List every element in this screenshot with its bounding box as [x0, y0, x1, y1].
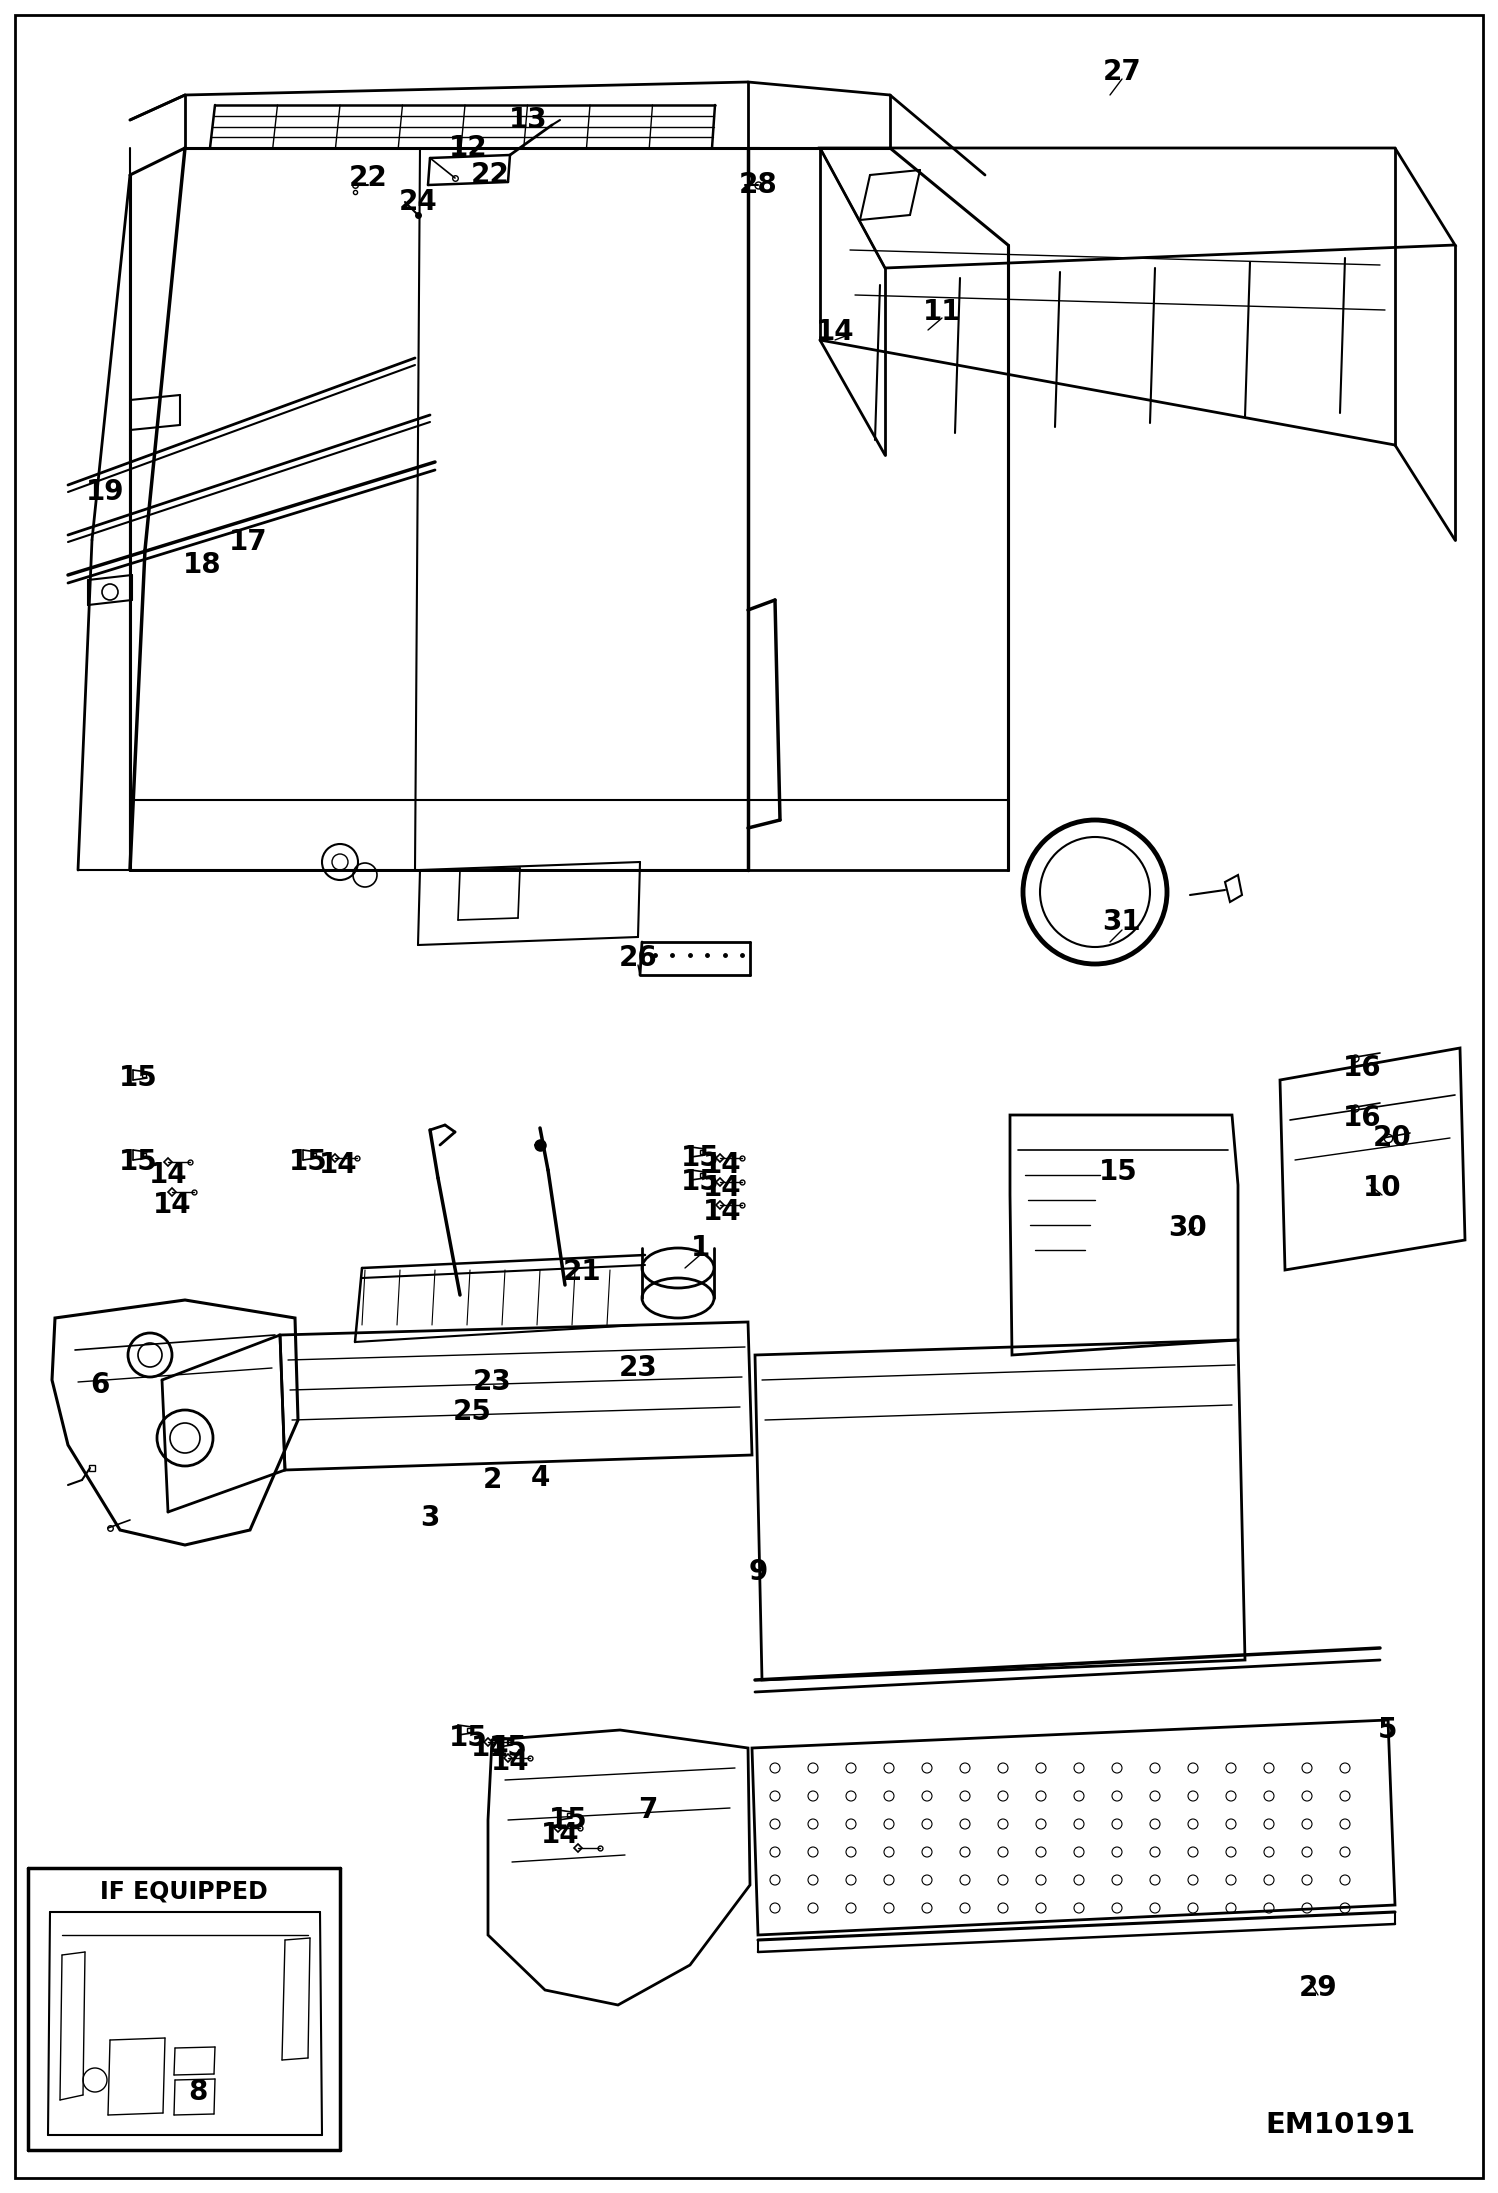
Text: 14: 14 — [491, 1748, 529, 1776]
Text: 15: 15 — [680, 1145, 719, 1171]
Text: 23: 23 — [473, 1368, 511, 1397]
Text: 14: 14 — [319, 1151, 358, 1180]
Text: 7: 7 — [638, 1796, 658, 1825]
Text: 19: 19 — [85, 478, 124, 507]
Text: 15: 15 — [1098, 1158, 1137, 1186]
Text: 9: 9 — [749, 1557, 767, 1586]
Text: 11: 11 — [923, 298, 962, 327]
Text: 15: 15 — [488, 1735, 527, 1761]
Text: 27: 27 — [1103, 57, 1141, 86]
Text: 14: 14 — [703, 1197, 742, 1226]
Text: 14: 14 — [703, 1173, 742, 1202]
Text: 30: 30 — [1168, 1215, 1207, 1241]
Text: 16: 16 — [1342, 1055, 1381, 1081]
Text: 22: 22 — [349, 164, 388, 193]
Text: 4: 4 — [530, 1465, 550, 1491]
Text: 14: 14 — [703, 1151, 742, 1180]
Text: 12: 12 — [449, 134, 487, 162]
Text: 17: 17 — [229, 529, 267, 557]
Text: 10: 10 — [1363, 1173, 1401, 1202]
Text: 25: 25 — [452, 1397, 491, 1425]
Text: 14: 14 — [816, 318, 854, 346]
Text: 28: 28 — [739, 171, 777, 200]
Text: 14: 14 — [470, 1735, 509, 1761]
Text: 18: 18 — [183, 550, 222, 579]
Text: 15: 15 — [548, 1807, 587, 1833]
Text: EM10191: EM10191 — [1264, 2112, 1416, 2138]
Text: 14: 14 — [148, 1160, 187, 1189]
Text: 23: 23 — [619, 1353, 658, 1382]
Text: 2: 2 — [482, 1465, 502, 1493]
Text: 14: 14 — [153, 1191, 192, 1219]
Text: 3: 3 — [421, 1504, 440, 1533]
Text: 5: 5 — [1378, 1715, 1398, 1743]
Text: 15: 15 — [118, 1147, 157, 1175]
Text: 15: 15 — [289, 1147, 328, 1175]
Text: IF EQUIPPED: IF EQUIPPED — [100, 1879, 268, 1904]
Text: 24: 24 — [398, 189, 437, 215]
Text: 21: 21 — [563, 1259, 601, 1285]
Text: 20: 20 — [1372, 1125, 1411, 1151]
Text: 6: 6 — [90, 1371, 109, 1399]
Text: 26: 26 — [619, 943, 658, 971]
Text: 29: 29 — [1299, 1974, 1338, 2002]
Text: 14: 14 — [541, 1820, 580, 1849]
Text: 15: 15 — [118, 1064, 157, 1092]
Text: 16: 16 — [1342, 1103, 1381, 1132]
Text: 31: 31 — [1103, 908, 1141, 936]
Text: 13: 13 — [509, 105, 547, 134]
Text: 1: 1 — [691, 1235, 710, 1261]
Text: 22: 22 — [470, 160, 509, 189]
Text: 15: 15 — [448, 1724, 487, 1752]
Text: 15: 15 — [680, 1169, 719, 1195]
Text: 8: 8 — [189, 2079, 208, 2105]
